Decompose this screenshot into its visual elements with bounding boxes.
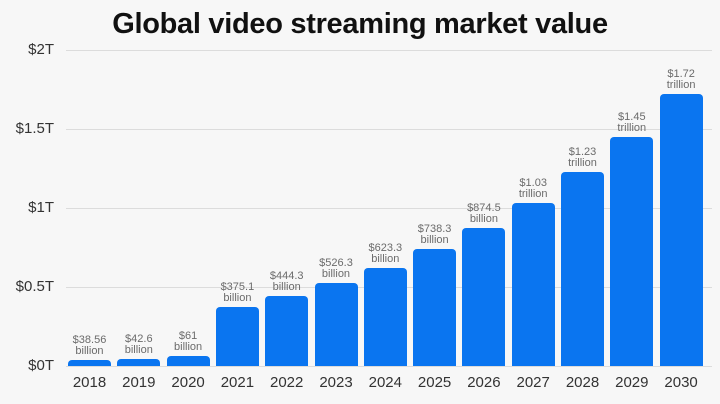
bar-2019 [117, 359, 161, 366]
data-label: $1.03 trillion [518, 177, 548, 201]
data-label: $526.3 billion [319, 256, 353, 280]
data-label: $444.3 billion [269, 269, 304, 293]
chart-title: Global video streaming market value [112, 8, 608, 40]
bar-2022 [265, 295, 309, 366]
x-axis-tick-label: 2023 [319, 374, 353, 391]
x-axis-tick-label: 2021 [220, 374, 255, 391]
bar-2027 [511, 203, 555, 366]
x-axis-tick-label: 2028 [565, 374, 600, 391]
x-axis-tick-label: 2029 [615, 374, 649, 391]
data-label: $738.3 billion [417, 223, 452, 247]
data-label: $1.72 trillion [666, 68, 696, 92]
x-axis-tick-label: 2027 [516, 374, 550, 391]
data-label: $42.6 billion [124, 333, 153, 357]
data-label: $38.56 billion [72, 333, 107, 357]
bar-2026 [462, 227, 506, 366]
x-axis-tick-label: 2030 [664, 374, 698, 391]
gridline [66, 208, 712, 209]
gridline [66, 50, 712, 51]
bar-2023 [314, 282, 358, 366]
x-axis-tick-label: 2026 [467, 374, 501, 391]
data-label: $874.5 billion [467, 201, 501, 225]
x-axis-tick-label: 2025 [417, 374, 452, 391]
y-axis-tick-label: $0T [28, 357, 54, 374]
bar-2021 [215, 306, 259, 366]
y-axis-tick-label: $1T [28, 199, 54, 216]
x-axis-tick-label: 2018 [72, 374, 107, 391]
bar-2018 [68, 359, 111, 366]
bar-2028 [561, 171, 604, 366]
bar-2030 [659, 94, 703, 366]
bar-2025 [413, 249, 457, 366]
data-label: $61 billion [174, 330, 203, 354]
data-label: $623.3 billion [368, 241, 403, 265]
data-label: $1.23 trillion [568, 145, 597, 169]
bar-2029 [610, 136, 654, 366]
gridline [66, 366, 712, 367]
data-label: $375.1 billion [220, 280, 255, 304]
bar-2020 [166, 356, 210, 366]
x-axis-tick-label: 2019 [122, 374, 156, 391]
bar-2024 [363, 267, 407, 366]
y-axis-tick-label: $1.5T [15, 120, 54, 137]
gridline [66, 129, 712, 130]
y-axis-tick-label: $0.5T [15, 278, 54, 295]
x-axis-tick-label: 2020 [171, 374, 205, 391]
x-axis-tick-label: 2024 [368, 374, 402, 391]
y-axis-tick-label: $2T [28, 41, 54, 58]
data-label: $1.45 trillion [617, 110, 647, 134]
x-axis-tick-label: 2022 [270, 374, 304, 391]
